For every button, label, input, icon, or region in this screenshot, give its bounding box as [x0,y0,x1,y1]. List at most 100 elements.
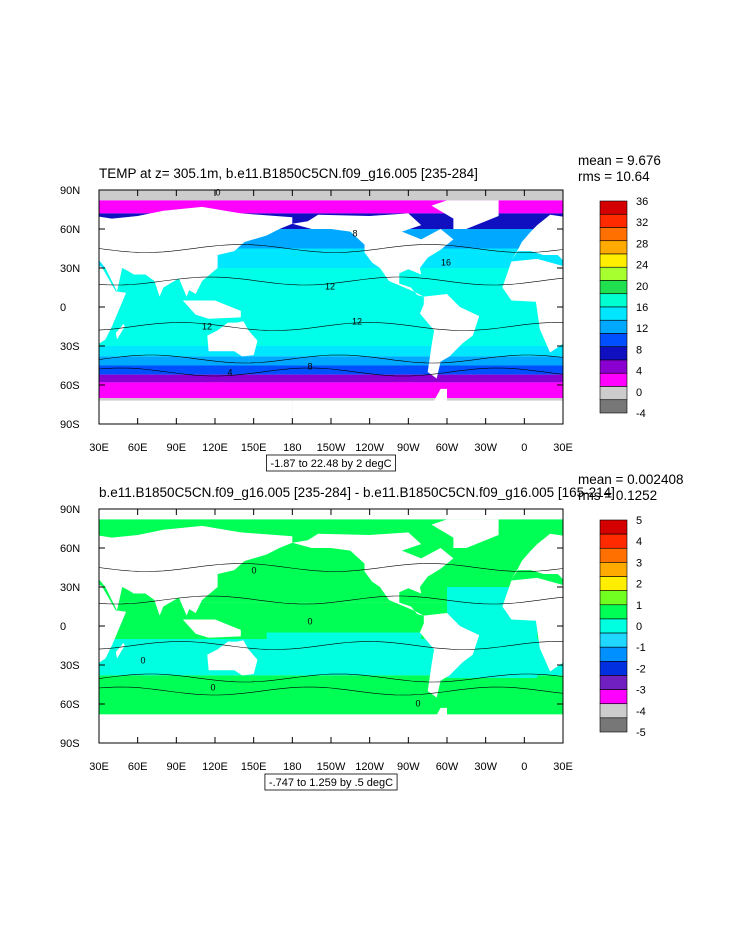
lat-label: 90S [60,738,80,750]
contour-line [99,354,563,364]
colorbar-box [599,646,628,662]
lat-label: 60S [60,380,80,392]
lat-label: 0 [60,621,66,633]
land [419,613,480,698]
mean: mean = 0.002408 [578,472,683,487]
contour-label: 16 [441,257,451,267]
lat-label: 90S [60,419,80,431]
colorbar-label: 8 [636,344,642,356]
ocean-band [99,356,563,366]
lon-label: 150W [317,442,346,454]
land [99,584,127,663]
lon-label: 30W [474,761,497,773]
range-note: -.747 to 1.259 by .5 degC [269,777,393,789]
rms: rms = 10.64 [578,169,650,184]
colorbar-box [599,689,628,705]
land [0,613,15,698]
colorbar-label: -3 [636,685,646,697]
land [502,577,563,672]
land [99,265,127,344]
lon-label: 180 [283,442,301,454]
colorbar-box [599,533,628,549]
ocean-band [99,365,563,375]
lon-label: 60W [436,761,459,773]
lon-label: 30E [89,442,109,454]
ocean-band [99,675,563,715]
colorbar-box [599,717,628,733]
colorbar-label: 2 [636,579,642,591]
contour-label: 0 [307,616,312,626]
colorbar-box [599,661,628,676]
lat-label: 60N [60,543,80,555]
contour-label: 12 [352,316,362,326]
colorbar-box [599,319,628,334]
colorbar-box [599,386,628,401]
land [292,707,563,743]
colorbar-box [599,227,628,242]
land [99,206,293,297]
land [431,200,499,229]
lat-label: 30S [60,660,80,672]
colorbar-label: -5 [636,727,646,739]
colorbar-box [599,359,628,374]
colorbar-box [599,240,628,255]
land [292,388,563,424]
colorbar-box [599,703,628,719]
land [502,258,563,353]
ocean-band [99,268,563,346]
contour-label: 0 [140,655,145,665]
land [99,525,293,616]
colorbar-box [599,253,628,268]
lon-label: 120W [355,442,384,454]
colorbar-label: 0 [636,387,642,399]
lat-label: 0 [60,302,66,314]
lon-label: 60E [128,442,148,454]
lon-label: 90E [167,442,187,454]
contour-label: 8 [352,228,357,238]
contour-label: 12 [202,321,212,331]
land [511,533,563,580]
contour-line [99,686,563,696]
lon-label: 90W [397,761,420,773]
land [99,400,293,424]
lon-label: 0 [521,442,527,454]
contour-line [99,322,563,331]
land [292,213,454,297]
colorbar-label: 16 [636,302,648,314]
ocean-band [99,382,563,398]
lon-label: 60W [436,442,459,454]
colorbar-box [599,306,628,321]
colorbar-label: 0 [636,621,642,633]
lat-label: 90N [60,504,80,516]
land [431,519,499,548]
lon-label: 60E [128,761,148,773]
colorbar-box [599,280,628,295]
colorbar-label: 1 [636,600,642,612]
panel-title: TEMP at z= 305.1m, b.e11.B1850C5CN.f09_g… [99,166,478,181]
colorbar-box [599,576,628,591]
land [182,300,241,319]
colorbar-box [599,372,628,387]
lat-label: 90N [60,185,80,197]
colorbar-box [599,200,628,215]
colorbar-label: 5 [636,515,642,527]
land [419,294,480,379]
lon-label: 150E [241,761,267,773]
land [292,532,454,616]
contour-label: 0 [210,682,215,692]
lon-label: 90W [397,442,420,454]
contour-line [99,673,563,683]
colorbar-label: 32 [636,217,648,229]
colorbar-label: 28 [636,238,648,250]
contour-label: 8 [307,361,312,371]
land [580,643,589,659]
contour-label: 0 [251,565,256,575]
lon-label: 150W [317,761,346,773]
contour-line [99,641,563,650]
lon-label: 30W [474,442,497,454]
colorbar-label: -4 [636,408,646,420]
colorbar-box [599,519,628,535]
land [671,321,721,356]
colorbar-label: 24 [636,260,648,272]
range-note-box [264,773,398,791]
